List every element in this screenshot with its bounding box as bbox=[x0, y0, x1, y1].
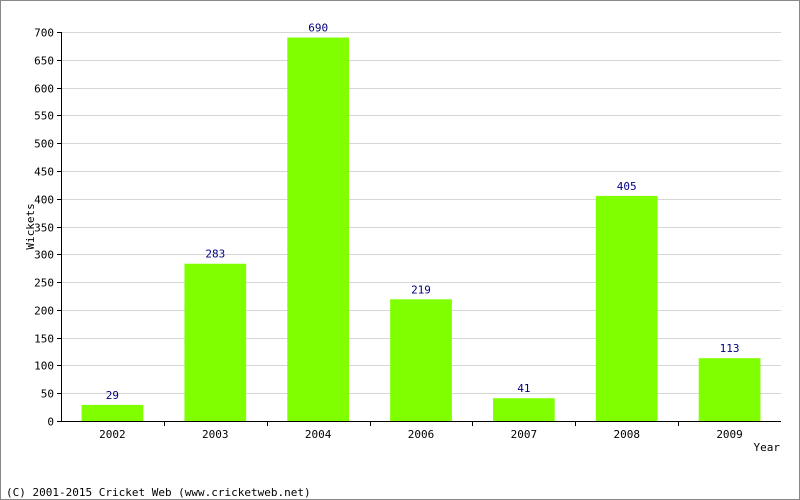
y-tick-label: 200 bbox=[34, 305, 54, 318]
data-label: 219 bbox=[411, 283, 431, 296]
bar bbox=[595, 195, 658, 421]
x-tick-label: 2008 bbox=[613, 428, 640, 441]
y-tick-label: 0 bbox=[47, 416, 54, 429]
data-label: 690 bbox=[308, 22, 328, 35]
y-tick-label: 250 bbox=[34, 277, 54, 290]
x-tick-label: 2007 bbox=[511, 428, 538, 441]
data-label: 283 bbox=[205, 248, 225, 261]
x-tick-label: 2004 bbox=[305, 428, 332, 441]
y-tick-label: 600 bbox=[34, 83, 54, 96]
x-tick-label: 2002 bbox=[99, 428, 126, 441]
x-axis-title: Year bbox=[754, 441, 781, 454]
y-tick-label: 100 bbox=[34, 360, 54, 373]
bar bbox=[390, 299, 452, 421]
bar bbox=[184, 263, 247, 421]
data-label: 113 bbox=[720, 342, 740, 355]
y-tick-label: 350 bbox=[34, 222, 54, 235]
y-axis-title: Wickets bbox=[24, 203, 37, 249]
bar bbox=[81, 404, 144, 421]
y-tick-label: 700 bbox=[34, 27, 54, 40]
bar bbox=[698, 358, 761, 421]
data-labels: 29 283 690 219 41 405 113 bbox=[106, 22, 740, 402]
x-tick-label: 2009 bbox=[716, 428, 743, 441]
data-label: 405 bbox=[617, 180, 637, 193]
data-label: 29 bbox=[106, 389, 119, 402]
data-label: 41 bbox=[517, 382, 530, 395]
gridlines bbox=[61, 32, 781, 394]
y-tick-label: 650 bbox=[34, 55, 54, 68]
bar bbox=[493, 398, 555, 421]
x-tick-label: 2003 bbox=[202, 428, 229, 441]
y-tick-label: 500 bbox=[34, 138, 54, 151]
x-tick-label: 2006 bbox=[408, 428, 435, 441]
axes: 0 50 100 150 200 250 300 350 400 450 500 550 600 650 7… bbox=[34, 27, 781, 441]
bars bbox=[81, 37, 761, 422]
copyright-notice: (C) 2001-2015 Cricket Web (www.cricketwe… bbox=[6, 486, 311, 499]
y-tick-label: 450 bbox=[34, 166, 54, 179]
y-tick-label: 300 bbox=[34, 249, 54, 262]
y-tick-label: 400 bbox=[34, 194, 54, 207]
y-tick-label: 150 bbox=[34, 333, 54, 346]
y-tick-label: 50 bbox=[41, 388, 54, 401]
y-tick-label: 550 bbox=[34, 110, 54, 123]
bar bbox=[287, 37, 349, 422]
